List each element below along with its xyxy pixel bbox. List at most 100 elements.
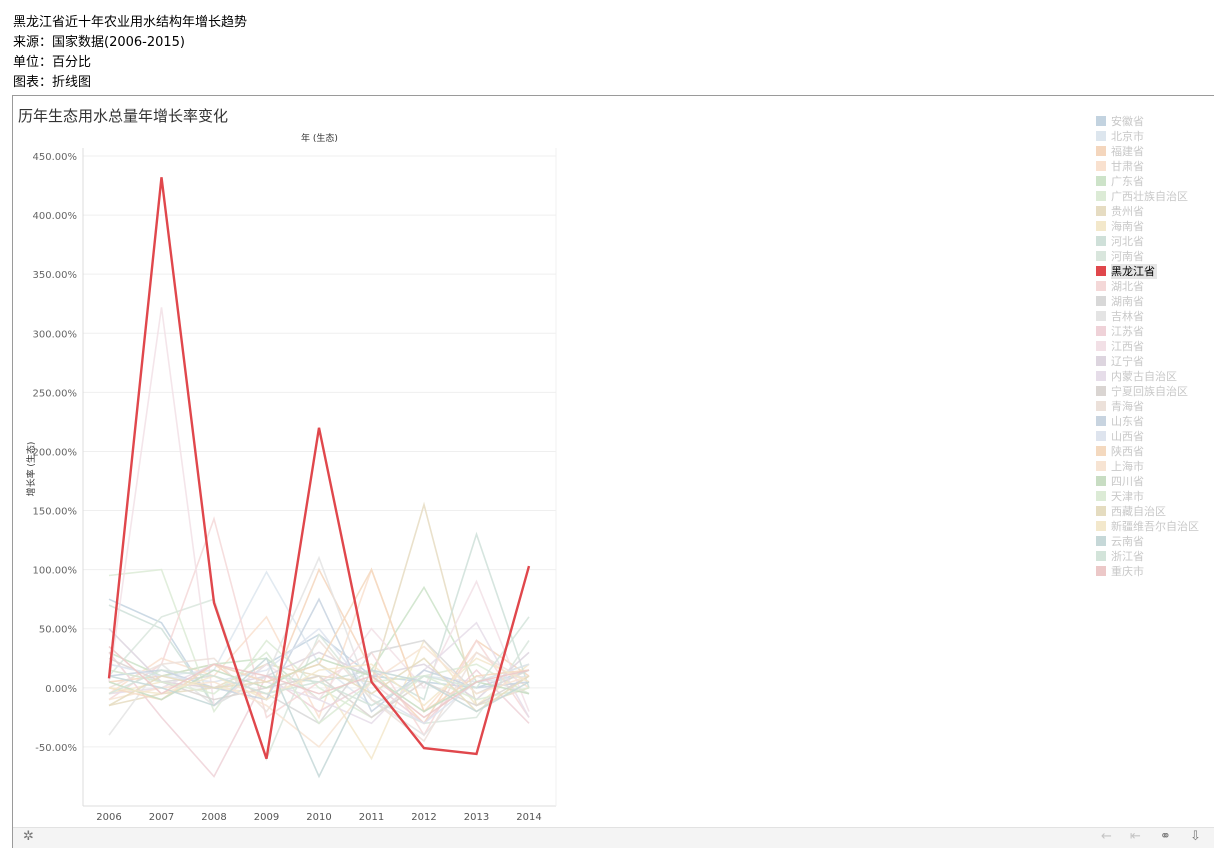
legend-label: 山西省 <box>1111 430 1144 443</box>
legend-item[interactable]: 湖南省 <box>1095 294 1214 309</box>
x-tick-label: 2012 <box>411 812 436 823</box>
legend-item[interactable]: 甘肃省 <box>1095 159 1214 174</box>
legend-label: 重庆市 <box>1111 565 1144 578</box>
legend-swatch <box>1096 536 1106 546</box>
legend-swatch <box>1096 176 1106 186</box>
series-line <box>108 597 530 713</box>
legend-item[interactable]: 安徽省 <box>1095 114 1214 129</box>
legend-label: 陕西省 <box>1111 445 1144 458</box>
legend-item[interactable]: 四川省 <box>1095 474 1214 489</box>
legend-swatch <box>1096 326 1106 336</box>
legend-swatch <box>1096 446 1106 456</box>
legend-swatch <box>1096 566 1106 576</box>
legend-item[interactable]: 山东省 <box>1095 414 1214 429</box>
legend-item[interactable]: 广西壮族自治区 <box>1095 189 1214 204</box>
reset-icon[interactable]: ⇤ <box>1130 829 1141 844</box>
series-line <box>108 651 530 725</box>
legend-item[interactable]: 河南省 <box>1095 249 1214 264</box>
y-tick-label: 350.00% <box>33 270 78 281</box>
x-axis-top-label: 年 (生态) <box>301 132 338 144</box>
legend-label: 辽宁省 <box>1111 355 1144 368</box>
legend-item[interactable]: 新疆维吾尔自治区 <box>1095 519 1214 534</box>
legend-item[interactable]: 浙江省 <box>1095 549 1214 564</box>
legend-item[interactable]: 北京市 <box>1095 129 1214 144</box>
legend-swatch <box>1096 476 1106 486</box>
line-chart: -50.00% 0.00% 50.00% 100.00% 150.00% 200.00% 2… <box>25 132 557 823</box>
legend-swatch <box>1096 131 1106 141</box>
legend-swatch <box>1096 341 1106 351</box>
chart-kind-line: 图表：折线图 <box>13 75 92 90</box>
series-line <box>108 555 530 737</box>
legend-label: 内蒙古自治区 <box>1111 370 1177 383</box>
y-tick-label: 450.00% <box>33 152 78 163</box>
legend-label: 新疆维吾尔自治区 <box>1111 520 1199 533</box>
x-tick-label: 2009 <box>254 812 279 823</box>
legend-item[interactable]: 宁夏回族自治区 <box>1095 384 1214 399</box>
x-tick-label: 2008 <box>201 812 226 823</box>
x-tick-label: 2007 <box>149 812 174 823</box>
undo-icon[interactable]: ← <box>1101 829 1112 844</box>
legend-label: 河南省 <box>1111 250 1144 263</box>
legend-item[interactable]: 内蒙古自治区 <box>1095 369 1214 384</box>
legend-item[interactable]: 西藏自治区 <box>1095 504 1214 519</box>
x-tick-label: 2011 <box>359 812 384 823</box>
legend-label: 山东省 <box>1111 415 1144 428</box>
legend-swatch <box>1096 161 1106 171</box>
legend-swatch <box>1096 356 1106 366</box>
legend-swatch <box>1096 506 1106 516</box>
legend-item[interactable]: 吉林省 <box>1095 309 1214 324</box>
gear-icon[interactable]: ✲ <box>23 829 34 844</box>
series-line <box>108 657 530 707</box>
legend-label: 福建省 <box>1111 145 1144 158</box>
legend-swatch <box>1096 311 1106 321</box>
legend-swatch <box>1096 221 1106 231</box>
series-line <box>108 627 530 725</box>
x-tick-label: 2014 <box>516 812 541 823</box>
legend-label: 上海市 <box>1111 460 1144 473</box>
legend-swatch <box>1096 266 1106 276</box>
legend-swatch <box>1096 116 1106 126</box>
legend-item[interactable]: 福建省 <box>1095 144 1214 159</box>
series-line-highlight <box>107 177 531 760</box>
legend-swatch <box>1096 521 1106 531</box>
legend-item[interactable]: 贵州省 <box>1095 204 1214 219</box>
legend-item[interactable]: 云南省 <box>1095 534 1214 549</box>
legend-label: 广西壮族自治区 <box>1111 190 1188 203</box>
series-line <box>108 516 530 737</box>
legend-item[interactable]: 上海市 <box>1095 459 1214 474</box>
share-icon[interactable]: ⚭ <box>1160 829 1171 844</box>
legend-item[interactable]: 湖北省 <box>1095 279 1214 294</box>
source-line: 来源：国家数据(2006-2015) <box>13 35 186 50</box>
legend-swatch <box>1096 401 1106 411</box>
legend-item[interactable]: 天津市 <box>1095 489 1214 504</box>
legend-item[interactable]: 辽宁省 <box>1095 354 1214 369</box>
legend-label: 青海省 <box>1111 400 1144 413</box>
legend-label: 湖北省 <box>1111 280 1144 293</box>
legend-label: 广东省 <box>1111 175 1144 188</box>
series-line <box>108 656 530 779</box>
y-tick-label: -50.00% <box>35 743 77 754</box>
legend-item[interactable]: 江西省 <box>1095 339 1214 354</box>
visualization-pane: 历年生态用水总量年增长率变化 -50.00% 0.00% 50.00% 100.00%… <box>12 95 1214 848</box>
legend-item[interactable]: 河北省 <box>1095 234 1214 249</box>
y-tick-label: 200.00% <box>33 447 78 458</box>
legend-swatch <box>1096 431 1106 441</box>
legend-item[interactable]: 江苏省 <box>1095 324 1214 339</box>
legend-item[interactable]: 黑龙江省 <box>1095 264 1214 279</box>
legend-label: 江西省 <box>1111 340 1144 353</box>
download-icon[interactable]: ⇩ <box>1190 829 1201 844</box>
y-tick-label: 300.00% <box>33 329 78 340</box>
legend-item[interactable]: 重庆市 <box>1095 564 1214 579</box>
legend-item[interactable]: 广东省 <box>1095 174 1214 189</box>
legend-item[interactable]: 山西省 <box>1095 429 1214 444</box>
legend-item[interactable]: 海南省 <box>1095 219 1214 234</box>
bottom-toolbar: ✲ ← ⇤ ⚭ ⇩ <box>13 827 1214 848</box>
y-axis-title: 增长率 (生态) <box>25 442 37 497</box>
legend-swatch <box>1096 491 1106 501</box>
legend-label: 云南省 <box>1111 535 1144 548</box>
legend-item[interactable]: 青海省 <box>1095 399 1214 414</box>
y-tick-label: 400.00% <box>33 211 78 222</box>
y-tick-label: 50.00% <box>39 625 77 636</box>
legend-item[interactable]: 陕西省 <box>1095 444 1214 459</box>
legend-label: 西藏自治区 <box>1111 505 1166 518</box>
